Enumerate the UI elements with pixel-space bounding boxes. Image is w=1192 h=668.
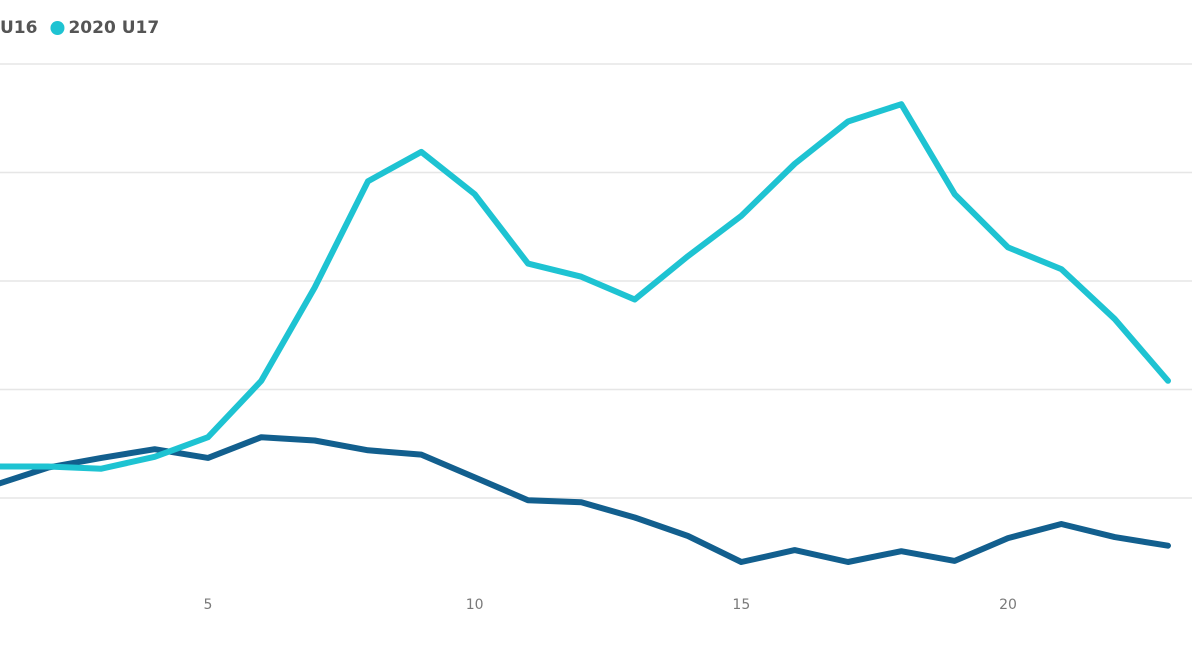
series-line bbox=[0, 101, 1171, 472]
series-line bbox=[0, 434, 1171, 565]
x-tick-label: 15 bbox=[732, 597, 750, 613]
legend: U16 2020 U17 bbox=[0, 18, 159, 38]
legend-marker bbox=[50, 21, 65, 35]
x-tick-label: 20 bbox=[999, 597, 1017, 613]
legend-label: U16 bbox=[0, 18, 37, 38]
x-tick-label: 10 bbox=[466, 597, 484, 613]
legend-label: 2020 U17 bbox=[68, 18, 159, 38]
plot-area bbox=[0, 101, 1171, 565]
x-axis: 5 10 15 20 bbox=[204, 597, 1017, 613]
x-tick-label: 5 bbox=[204, 597, 213, 613]
